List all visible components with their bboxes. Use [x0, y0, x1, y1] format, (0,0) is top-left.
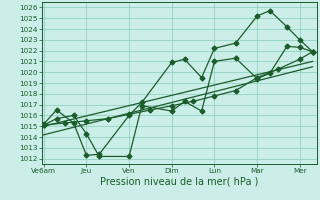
X-axis label: Pression niveau de la mer( hPa ): Pression niveau de la mer( hPa ) [100, 177, 258, 187]
